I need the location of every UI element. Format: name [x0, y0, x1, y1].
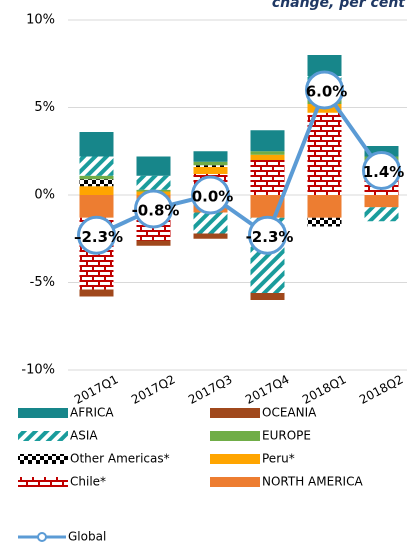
legend-swatch [18, 477, 68, 487]
bar-segment [193, 233, 228, 239]
global-marker [191, 175, 230, 215]
x-tick-label: 2017Q4 [243, 372, 292, 407]
bar-segment [193, 161, 228, 166]
legend-label: EUROPE [262, 429, 311, 443]
global-marker [248, 215, 287, 255]
bar-segment [136, 175, 171, 190]
bar-segment [307, 217, 342, 227]
global-marker [77, 215, 116, 255]
y-tick-label: 10% [26, 13, 55, 28]
bar-segment [193, 151, 228, 162]
bar-segment [79, 156, 114, 176]
bar-segment [250, 160, 285, 195]
global-label: -0.8% [132, 202, 180, 220]
legend-label: Chile* [70, 475, 106, 489]
global-label: 0.0% [192, 188, 234, 206]
global-label: 6.0% [306, 83, 348, 101]
x-tick-label: 2017Q1 [72, 372, 121, 407]
y-tick-label: -5% [30, 275, 55, 290]
bar-segment [307, 55, 342, 76]
global-marker [134, 189, 173, 229]
global-label: -2.3% [246, 228, 294, 246]
bar-segment [364, 207, 399, 222]
bar-segment [79, 132, 114, 157]
legend-label: AFRICA [70, 406, 114, 420]
bar-segment [79, 289, 114, 297]
legend-label: Other Americas* [70, 452, 170, 466]
bar-segment [79, 186, 114, 195]
bar-segment [307, 195, 342, 218]
legend-label: Peru* [262, 452, 295, 466]
legend-label: OCEANIA [262, 406, 317, 420]
legend-swatch [210, 477, 260, 487]
bar-segment [79, 195, 114, 218]
bar-segment [364, 195, 399, 208]
bar-segment [193, 212, 228, 234]
global-marker [362, 151, 401, 190]
legend-swatch [210, 408, 260, 418]
legend-swatch [18, 431, 68, 441]
bar-segment [193, 167, 228, 174]
x-tick-label: 2018Q1 [300, 372, 349, 407]
bar-segment [193, 165, 228, 167]
global-label: –2.3% [74, 228, 123, 246]
global-label: 1.4% [363, 163, 405, 181]
y-tick-label: 0% [34, 188, 55, 203]
bar-segment [250, 130, 285, 152]
y-tick-label: 5% [34, 100, 55, 115]
bar-segment [79, 179, 114, 187]
legend-swatch [210, 431, 260, 441]
legend-label: Global [68, 530, 106, 544]
bar-segment [307, 112, 342, 195]
bar-segment [79, 175, 114, 180]
legend-label: NORTH AMERICA [262, 475, 363, 489]
legend-marker [37, 532, 47, 542]
x-tick-label: 2017Q2 [129, 372, 178, 407]
legend-label: ASIA [70, 429, 98, 443]
subtitle: change, per cent [272, 0, 406, 11]
y-tick-label: -10% [21, 363, 55, 378]
bar-segment [136, 240, 171, 246]
x-tick-label: 2018Q2 [357, 372, 406, 407]
bar-segment [250, 154, 285, 160]
legend-swatch [18, 408, 68, 418]
bar-segment [250, 293, 285, 300]
bar-segment [250, 151, 285, 155]
legend-swatch [18, 454, 68, 464]
legend-swatch [210, 454, 260, 464]
global-marker [305, 70, 344, 110]
bar-segment [136, 156, 171, 176]
x-tick-label: 2017Q3 [186, 372, 235, 407]
